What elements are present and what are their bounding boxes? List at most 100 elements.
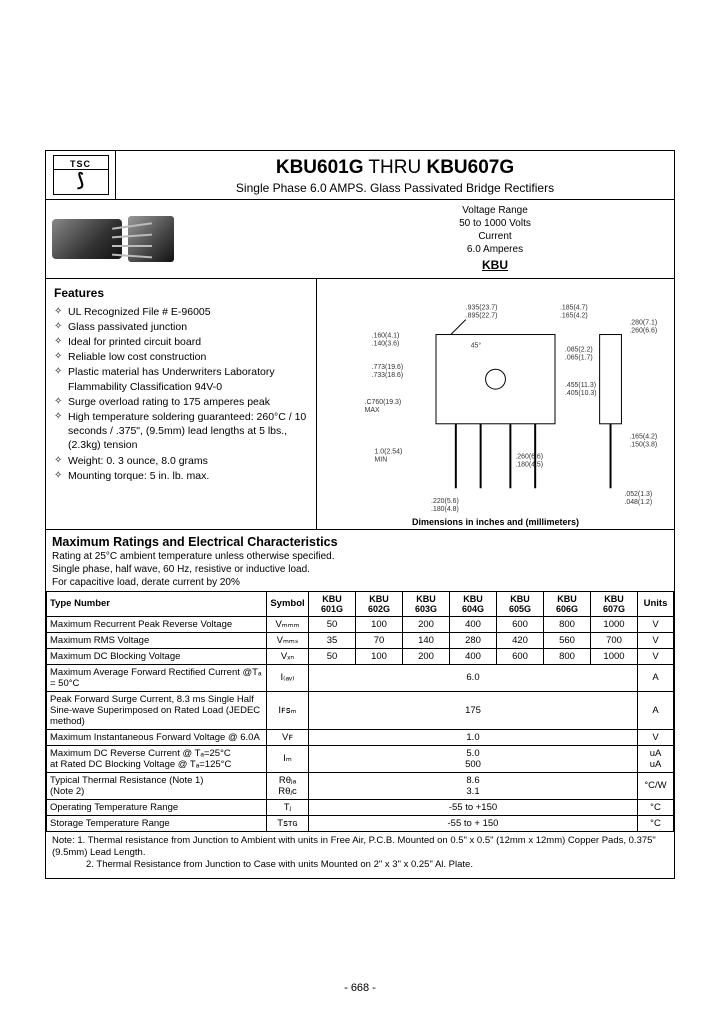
- ratings-header: Maximum Ratings and Electrical Character…: [46, 530, 674, 591]
- feature-item: Surge overload rating to 175 amperes pea…: [54, 395, 308, 409]
- package-name: KBU: [320, 258, 670, 274]
- dim-m: .052(1.3).048(1.2): [624, 491, 652, 506]
- td-symbol: Tꜱᴛɢ: [267, 815, 309, 831]
- td-symbol: Vₘₘₘ: [267, 616, 309, 632]
- td-unit: V: [638, 648, 674, 664]
- dim-h: .C760(19.3)MAX: [365, 399, 402, 414]
- table-row: Storage Temperature RangeTꜱᴛɢ-55 to + 15…: [47, 815, 674, 831]
- tsc-logo: TSC ⟆: [53, 155, 109, 195]
- feature-item: Plastic material has Underwriters Labora…: [54, 365, 308, 393]
- features-list: UL Recognized File # E-96005 Glass passi…: [54, 305, 308, 483]
- subtitle: Single Phase 6.0 AMPS. Glass Passivated …: [120, 181, 670, 195]
- dim-i: 1.0(2.54)MIN: [375, 448, 403, 463]
- td-value-span: -55 to +150: [309, 799, 638, 815]
- feature-item: Ideal for printed circuit board: [54, 335, 308, 349]
- td-value: 280: [450, 632, 497, 648]
- title-cell: KBU601G THRU KBU607G Single Phase 6.0 AM…: [116, 151, 674, 199]
- th-part: KBU 604G: [450, 591, 497, 616]
- ratings-cond-2: Single phase, half wave, 60 Hz, resistiv…: [52, 563, 668, 576]
- td-value-span: 5.0 500: [309, 745, 638, 772]
- td-symbol: Rθⱼₐ Rθⱼᴄ: [267, 772, 309, 799]
- td-unit: °C: [638, 815, 674, 831]
- thru-text: THRU: [364, 157, 427, 178]
- feature-item: Reliable low cost construction: [54, 350, 308, 364]
- feature-item: High temperature soldering guaranteed: 2…: [54, 410, 308, 453]
- td-value: 50: [309, 616, 356, 632]
- table-row: Maximum DC Blocking VoltageVₓₙ5010020040…: [47, 648, 674, 664]
- td-param: Maximum DC Reverse Current @ Tₐ=25°C at …: [47, 745, 267, 772]
- header-row: TSC ⟆ KBU601G THRU KBU607G Single Phase …: [46, 151, 674, 200]
- package-render-1: [52, 219, 122, 259]
- ratings-heading: Maximum Ratings and Electrical Character…: [52, 534, 668, 550]
- notes: Note: 1. Thermal resistance from Junctio…: [46, 832, 674, 878]
- part-from: KBU601G: [276, 157, 364, 178]
- td-value: 50: [309, 648, 356, 664]
- voltage-label: Voltage Range: [320, 204, 670, 217]
- component-image: [46, 200, 316, 278]
- td-value: 400: [450, 648, 497, 664]
- td-value-span: 6.0: [309, 664, 638, 691]
- table-row: Maximum DC Reverse Current @ Tₐ=25°C at …: [47, 745, 674, 772]
- td-unit: °C/W: [638, 772, 674, 799]
- td-unit: A: [638, 691, 674, 729]
- th-part: KBU 603G: [403, 591, 450, 616]
- dim-k: .260(6.6).180(4.5): [515, 453, 543, 468]
- mid-row: Features UL Recognized File # E-96005 Gl…: [46, 279, 674, 530]
- ratings-tbody: Maximum Recurrent Peak Reverse VoltageVₘ…: [47, 616, 674, 831]
- td-param: Maximum Instantaneous Forward Voltage @ …: [47, 729, 267, 745]
- td-value: 1000: [591, 648, 638, 664]
- logo-cell: TSC ⟆: [46, 151, 116, 199]
- current-value: 6.0 Amperes: [320, 243, 670, 256]
- note-2: 2. Thermal Resistance from Junction to C…: [52, 859, 668, 871]
- dim-a: .160(4.1).140(3.6): [372, 332, 400, 347]
- td-param: Maximum DC Blocking Voltage: [47, 648, 267, 664]
- td-value: 400: [450, 616, 497, 632]
- table-row: Maximum Recurrent Peak Reverse VoltageVₘ…: [47, 616, 674, 632]
- td-value-span: 1.0: [309, 729, 638, 745]
- dim-j: .220(5.6).180(4.8): [431, 498, 459, 513]
- th-type-number: Type Number: [47, 591, 267, 616]
- td-param: Maximum Average Forward Rectified Curren…: [47, 664, 267, 691]
- td-symbol: Vꜰ: [267, 729, 309, 745]
- part-to: KBU607G: [426, 157, 514, 178]
- dim-f: .455(11.3).405(10.3): [565, 382, 597, 397]
- td-unit: V: [638, 616, 674, 632]
- dim-d: .280(7.1).260(6.6): [629, 319, 657, 334]
- lead-icon: [112, 245, 152, 247]
- ratings-cond-1: Rating at 25°C ambient temperature unles…: [52, 550, 668, 563]
- td-value: 100: [356, 648, 403, 664]
- td-value: 700: [591, 632, 638, 648]
- td-unit: uA uA: [638, 745, 674, 772]
- feature-item: Weight: 0. 3 ounce, 8.0 grams: [54, 454, 308, 468]
- td-symbol: I₍ₐᵥ₎: [267, 664, 309, 691]
- td-value: 200: [403, 616, 450, 632]
- td-symbol: Vₘₘₛ: [267, 632, 309, 648]
- th-part: KBU 601G: [309, 591, 356, 616]
- th-part: KBU 602G: [356, 591, 403, 616]
- td-unit: °C: [638, 799, 674, 815]
- td-unit: V: [638, 632, 674, 648]
- datasheet-page: TSC ⟆ KBU601G THRU KBU607G Single Phase …: [45, 150, 675, 879]
- td-value-span: 175: [309, 691, 638, 729]
- voltage-range-cell: Voltage Range 50 to 1000 Volts Current 6…: [316, 200, 674, 278]
- dim-n: 45°: [471, 341, 482, 349]
- dim-g: .773(19.6).733(18.6): [372, 364, 404, 379]
- features-heading: Features: [54, 285, 308, 301]
- td-symbol: Vₓₙ: [267, 648, 309, 664]
- ratings-table: Type Number Symbol KBU 601G KBU 602G KBU…: [46, 591, 674, 832]
- td-symbol: Iꜰꜱₘ: [267, 691, 309, 729]
- dim-b: .935(23.7).895(22.7): [466, 304, 498, 319]
- td-value: 800: [544, 616, 591, 632]
- info-row: Voltage Range 50 to 1000 Volts Current 6…: [46, 200, 674, 279]
- td-value-span: 8.6 3.1: [309, 772, 638, 799]
- dimension-diagram: .160(4.1).140(3.6) .935(23.7).895(22.7) …: [316, 279, 674, 529]
- main-title: KBU601G THRU KBU607G: [120, 157, 670, 179]
- td-unit: V: [638, 729, 674, 745]
- ratings-cond-3: For capacitive load, derate current by 2…: [52, 576, 668, 589]
- td-value: 35: [309, 632, 356, 648]
- td-value: 420: [497, 632, 544, 648]
- td-value: 800: [544, 648, 591, 664]
- table-row: Typical Thermal Resistance (Note 1) (Not…: [47, 772, 674, 799]
- current-label: Current: [320, 230, 670, 243]
- td-value-span: -55 to + 150: [309, 815, 638, 831]
